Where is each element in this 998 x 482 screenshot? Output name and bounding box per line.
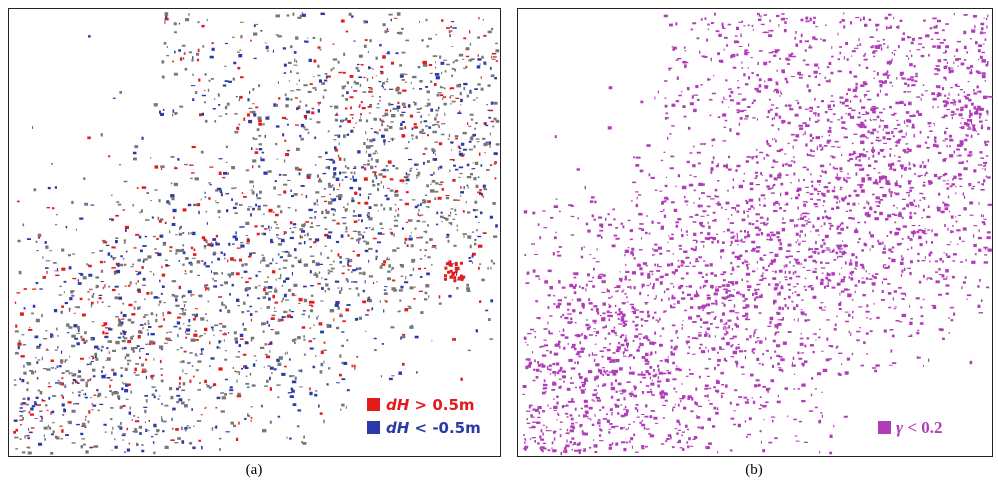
legend-swatch [878, 421, 891, 434]
legend-symbol: γ [896, 418, 904, 437]
legend-text: > 0.5m [415, 396, 475, 414]
legend-label: dH < -0.5m [386, 419, 481, 437]
legend-symbol: dH [386, 396, 410, 414]
caption: (b) [745, 462, 763, 478]
legend-text: < -0.5m [415, 419, 481, 437]
caption: (a) [246, 462, 263, 478]
legend-symbol: dH [386, 419, 410, 437]
legend-label: dH > 0.5m [386, 396, 475, 414]
legend-label: γ < 0.2 [896, 418, 943, 437]
figure: dH > 0.5m dH < -0.5m γ < 0.2 (a) (b) [0, 0, 998, 482]
legend-swatch [367, 398, 380, 411]
legend-text: < 0.2 [907, 418, 942, 437]
legend-swatch [367, 421, 380, 434]
